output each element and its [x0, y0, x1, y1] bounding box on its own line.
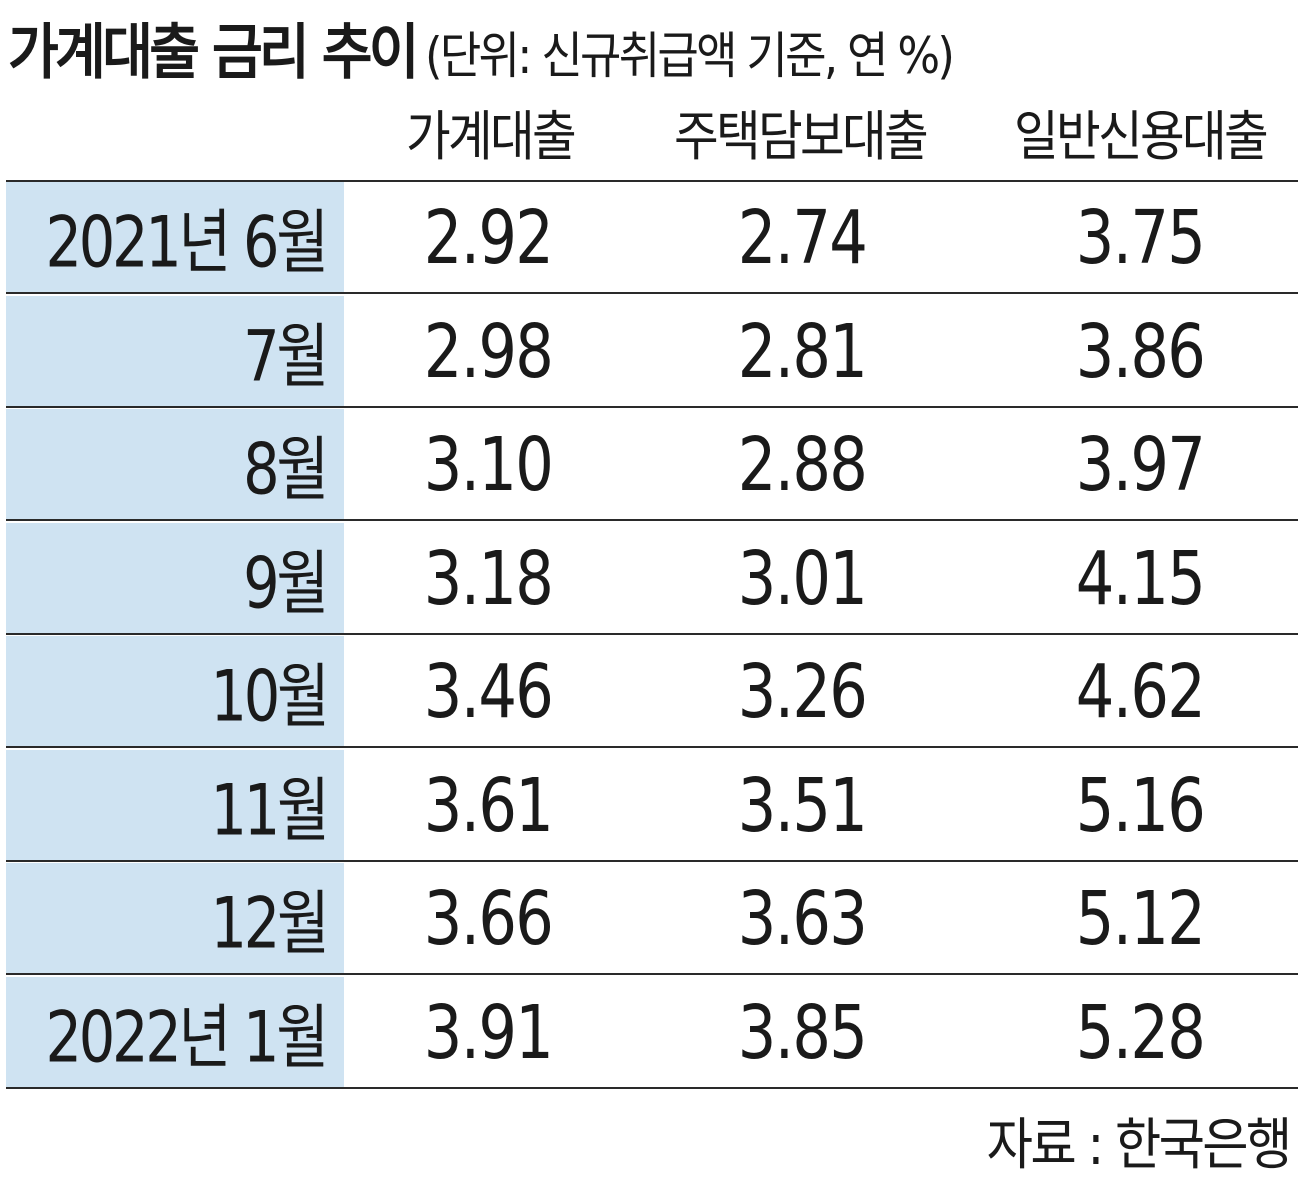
credit-loan-value: 5.28: [1075, 989, 1206, 1076]
household-loan-value: 3.46: [423, 649, 554, 735]
mortgage-loan-value: 2.74: [737, 195, 868, 281]
mortgage-loan-value: 3.26: [737, 649, 868, 735]
column-header-credit-loan: 일반신용대출: [1013, 105, 1269, 168]
mortgage-loan-value: 2.81: [737, 308, 868, 395]
row-divider: [6, 632, 1298, 635]
credit-loan-value: 5.12: [1075, 876, 1206, 962]
row-label-cell: 8월: [6, 409, 344, 519]
household-loan-value: 3.18: [423, 535, 554, 622]
table-row: 11월 3.61 3.51 5.16: [6, 749, 1298, 862]
row-label-cell: 2021년 6월: [6, 182, 344, 292]
source-note: 자료 : 한국은행: [987, 1113, 1293, 1178]
row-label-cell: 11월: [6, 749, 344, 860]
credit-loan-value: 4.15: [1075, 535, 1206, 622]
row-divider: [6, 746, 1298, 748]
credit-loan-value: 5.16: [1075, 762, 1206, 849]
row-label-cell: 2022년 1월: [6, 976, 344, 1087]
table-top-rule: [6, 180, 1298, 182]
row-label: 8월: [243, 428, 329, 511]
credit-loan-value: 4.62: [1075, 649, 1206, 735]
chart-title: 가계대출 금리 추이: [8, 18, 420, 88]
mortgage-loan-value: 3.01: [737, 535, 868, 622]
credit-loan-value: 3.97: [1075, 422, 1206, 508]
mortgage-loan-value: 2.88: [737, 422, 868, 508]
chart-subtitle: (단위: 신규취급액 기준, 연 %): [425, 27, 955, 85]
household-loan-value: 2.98: [423, 308, 554, 395]
chart-title-row: 가계대출 금리 추이 (단위: 신규취급액 기준, 연 %): [8, 4, 1298, 88]
row-label: 9월: [243, 542, 329, 624]
table-row: 9월 3.18 3.01 4.15: [6, 522, 1298, 635]
column-headers: 가계대출 주택담보대출 일반신용대출: [0, 92, 1304, 172]
row-label: 2022년 1월: [45, 996, 329, 1078]
table-row: 7월 2.98 2.81 3.86: [6, 295, 1298, 408]
row-label-cell: 12월: [6, 863, 344, 973]
row-label: 11월: [209, 769, 329, 851]
household-loan-value: 3.66: [423, 876, 554, 962]
household-loan-value: 3.61: [423, 762, 554, 849]
column-header-mortgage-loan: 주택담보대출: [673, 105, 929, 168]
column-header-household-loan: 가계대출: [405, 105, 577, 168]
row-label: 2021년 6월: [45, 201, 329, 284]
row-label: 12월: [209, 882, 329, 965]
table-row: 8월 3.10 2.88 3.97: [6, 409, 1298, 521]
table-row: 2022년 1월 3.91 3.85 5.28: [6, 976, 1298, 1089]
household-loan-value: 3.10: [423, 422, 554, 508]
credit-loan-value: 3.75: [1075, 195, 1206, 281]
credit-loan-value: 3.86: [1075, 308, 1206, 395]
row-label-cell: 9월: [6, 522, 344, 633]
mortgage-loan-value: 3.51: [737, 762, 868, 849]
table-row: 10월 3.46 3.26 4.62: [6, 636, 1298, 748]
mortgage-loan-value: 3.85: [737, 989, 868, 1076]
row-divider: [6, 405, 1298, 408]
row-label-cell: 10월: [6, 636, 344, 746]
row-divider: [6, 519, 1298, 521]
row-divider: [6, 292, 1298, 294]
row-label: 10월: [209, 655, 329, 738]
row-divider: [6, 1086, 1298, 1089]
mortgage-loan-value: 3.63: [737, 876, 868, 962]
table-row: 2021년 6월 2.92 2.74 3.75: [6, 182, 1298, 294]
table-row: 12월 3.66 3.63 5.12: [6, 863, 1298, 975]
household-loan-value: 3.91: [423, 989, 554, 1076]
row-divider: [6, 973, 1298, 975]
household-loan-value: 2.92: [423, 195, 554, 281]
row-divider: [6, 859, 1298, 862]
row-label: 7월: [243, 315, 329, 397]
row-label-cell: 7월: [6, 295, 344, 406]
